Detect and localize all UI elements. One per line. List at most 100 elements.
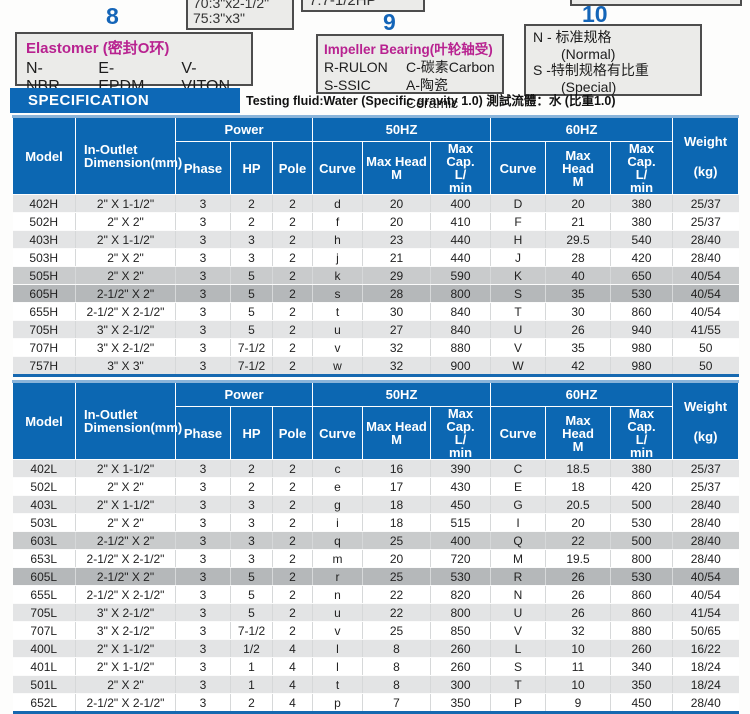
cell-phase: 3: [175, 477, 231, 496]
header-pole: Pole: [272, 406, 313, 460]
cell-curve-50hz: s: [312, 284, 363, 303]
cell-model: 403H: [12, 230, 76, 249]
cell-max-head-50hz: 17: [362, 477, 431, 496]
cell-max-cap-50hz: 430: [430, 477, 491, 496]
header-pole: Pole: [272, 141, 313, 195]
cell-dimension: 2" X 2": [75, 212, 176, 231]
cell-max-cap-60hz: 860: [610, 302, 673, 321]
cell-max-head-50hz: 22: [362, 585, 431, 604]
cell-curve-50hz: f: [312, 212, 363, 231]
cell-hp: 2: [230, 212, 273, 231]
cell-dimension: 2" X 2": [75, 266, 176, 285]
cell-phase: 3: [175, 338, 231, 357]
cell-pole: 2: [272, 477, 313, 496]
cell-weight-kg: 28/40: [672, 230, 739, 249]
testing-fluid-note: Testing fluid:Water (Specific gravity 1.…: [246, 94, 616, 108]
cell-phase: 3: [175, 567, 231, 586]
cell-max-head-60hz: 22: [545, 531, 611, 550]
header-max-head-60hz: Max Head M: [545, 406, 611, 460]
cell-curve-60hz: C: [490, 459, 546, 478]
hp-box: 7:7-1/2HP: [301, 0, 425, 12]
cell-hp: 5: [230, 266, 273, 285]
cell-pole: 2: [272, 320, 313, 339]
header-power-group: Power: [175, 381, 313, 407]
cell-dimension: 2" X 1-1/2": [75, 459, 176, 478]
cell-max-cap-50hz: 350: [430, 693, 491, 713]
cell-dimension: 2" X 1-1/2": [75, 230, 176, 249]
cell-max-cap-60hz: 980: [610, 338, 673, 357]
cell-hp: 5: [230, 567, 273, 586]
cell-max-cap-50hz: 530: [430, 567, 491, 586]
cell-curve-60hz: D: [490, 194, 546, 213]
cell-max-cap-60hz: 380: [610, 194, 673, 213]
cell-model: 757H: [12, 356, 76, 376]
cell-model: 705H: [12, 320, 76, 339]
cell-pole: 2: [272, 531, 313, 550]
cell-curve-60hz: S: [490, 284, 546, 303]
cell-max-cap-50hz: 850: [430, 621, 491, 640]
cell-hp: 3: [230, 248, 273, 267]
cell-max-cap-50hz: 880: [430, 338, 491, 357]
cell-weight-kg: 25/37: [672, 212, 739, 231]
cell-phase: 3: [175, 585, 231, 604]
table-row: 402H 2" X 1-1/2" 3 2 2 d 20 400 D 20 380 25/37: [12, 194, 739, 213]
cell-weight-kg: 18/24: [672, 657, 739, 676]
cell-phase: 3: [175, 531, 231, 550]
cell-max-cap-60hz: 260: [610, 639, 673, 658]
cell-max-cap-60hz: 540: [610, 230, 673, 249]
cell-weight-kg: 25/37: [672, 477, 739, 496]
impeller-bearing-legend: Impeller Bearing(叶轮轴受) R-RULON C-碳素Carbo…: [316, 34, 504, 111]
elastomer-legend: Elastomer (密封O环) N-NBR E-EPDM V-VITON: [15, 32, 253, 95]
cell-hp: 5: [230, 320, 273, 339]
cell-max-head-50hz: 7: [362, 693, 431, 713]
cell-curve-60hz: M: [490, 549, 546, 568]
table-row: 655H 2-1/2" X 2-1/2" 3 5 2 t 30 840 T 30 860 40/54: [12, 302, 739, 321]
cell-hp: 1/2: [230, 639, 273, 658]
cell-phase: 3: [175, 459, 231, 478]
header-model: Model: [12, 381, 76, 460]
cell-weight-kg: 28/40: [672, 495, 739, 514]
impeller-option-carbon: C-碳素Carbon: [406, 59, 495, 75]
cell-max-cap-50hz: 840: [430, 320, 491, 339]
cell-phase: 3: [175, 266, 231, 285]
cell-max-head-50hz: 27: [362, 320, 431, 339]
cell-curve-50hz: t: [312, 302, 363, 321]
header-max-cap-50hz: Max Cap. L/min: [430, 406, 491, 460]
cell-curve-50hz: u: [312, 320, 363, 339]
cell-hp: 2: [230, 477, 273, 496]
cell-pole: 4: [272, 675, 313, 694]
cell-hp: 5: [230, 284, 273, 303]
cropped-top-right-box: [570, 0, 742, 6]
cell-curve-60hz: V: [490, 338, 546, 357]
cell-pole: 2: [272, 356, 313, 376]
cell-curve-50hz: w: [312, 356, 363, 376]
spec-grade-normal-en: (Normal): [561, 45, 616, 62]
cell-max-head-60hz: 9: [545, 693, 611, 713]
pipe-size-line1: 70:3"x2-1/2": [193, 0, 270, 11]
specification-header: SPECIFICATION: [10, 88, 240, 113]
cell-max-head-50hz: 20: [362, 549, 431, 568]
cell-max-cap-60hz: 500: [610, 531, 673, 550]
header-60hz-group: 60HZ: [490, 381, 673, 407]
cell-max-head-60hz: 20: [545, 513, 611, 532]
cell-weight-kg: 40/54: [672, 284, 739, 303]
cell-phase: 3: [175, 284, 231, 303]
cell-phase: 3: [175, 675, 231, 694]
table-row: 705H 3" X 2-1/2" 3 5 2 u 27 840 U 26 940 41/55: [12, 320, 739, 339]
cell-dimension: 3" X 2-1/2": [75, 320, 176, 339]
cell-pole: 2: [272, 513, 313, 532]
cell-dimension: 2-1/2" X 2-1/2": [75, 585, 176, 604]
cell-curve-50hz: j: [312, 248, 363, 267]
table-row: 705L 3" X 2-1/2" 3 5 2 u 22 800 U 26 860 41/54: [12, 603, 739, 622]
cell-weight-kg: 28/40: [672, 531, 739, 550]
cell-max-cap-50hz: 800: [430, 603, 491, 622]
cell-model: 705L: [12, 603, 76, 622]
cell-dimension: 2-1/2" X 2-1/2": [75, 549, 176, 568]
cell-weight-kg: 50: [672, 356, 739, 376]
header-max-head-60hz: Max Head M: [545, 141, 611, 195]
cell-curve-50hz: c: [312, 459, 363, 478]
cell-phase: 3: [175, 549, 231, 568]
cell-curve-50hz: m: [312, 549, 363, 568]
cell-phase: 3: [175, 657, 231, 676]
cell-weight-kg: 18/24: [672, 675, 739, 694]
